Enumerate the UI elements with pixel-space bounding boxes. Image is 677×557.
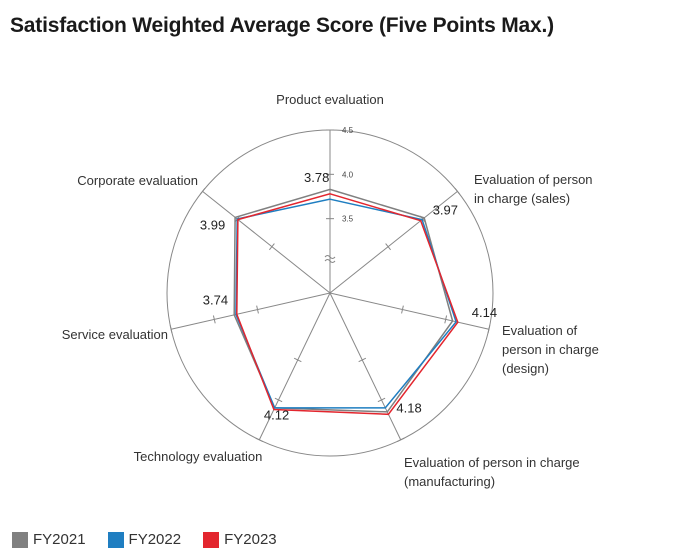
radar-tick-mark <box>454 187 461 195</box>
chart-title: Satisfaction Weighted Average Score (Fiv… <box>10 14 554 37</box>
data-label: 3.78 <box>304 170 329 185</box>
radar-spoke <box>170 292 331 330</box>
radar-tick-mark <box>396 437 405 443</box>
radar-spoke <box>258 292 331 441</box>
radar-tick-label: 4.5 <box>342 126 354 135</box>
radar-tick-mark <box>385 243 392 251</box>
axis-label: Evaluation of person in charge (manufactu… <box>404 455 580 489</box>
radar-spoke <box>329 292 490 330</box>
radar-tick-label: 3.5 <box>342 215 354 224</box>
axis-label: Product evaluation <box>276 92 384 107</box>
radar-spoke <box>329 190 458 294</box>
axis-break-mark <box>324 255 336 259</box>
axis-break-mark <box>324 259 336 263</box>
data-label: 3.97 <box>433 203 458 218</box>
radar-tick-mark <box>212 315 216 324</box>
data-label: 4.18 <box>396 400 421 415</box>
axis-label: Evaluation of person in charge (sales) <box>474 172 593 206</box>
axis-label: Evaluation of person in charge (design) <box>502 323 599 376</box>
legend-item-fy2023: FY2023 <box>203 531 277 548</box>
legend-swatch-fy2021 <box>12 531 28 548</box>
series-fy2022 <box>235 198 457 409</box>
radar-tick-mark <box>274 397 283 403</box>
legend-label-fy2023: FY2023 <box>224 531 277 548</box>
data-label: 4.12 <box>264 408 289 423</box>
data-label: 3.99 <box>200 218 225 233</box>
series-fy2021 <box>233 188 454 413</box>
radar-spoke <box>329 292 402 441</box>
legend: FY2021 FY2022 FY2023 <box>12 531 277 548</box>
data-label: 4.14 <box>472 305 497 320</box>
legend-swatch-fy2023 <box>203 531 220 548</box>
legend-item-fy2021: FY2021 <box>12 531 86 548</box>
legend-label-fy2022: FY2022 <box>128 531 182 548</box>
series-fy2023 <box>236 193 459 416</box>
legend-swatch-fy2022 <box>107 531 124 548</box>
radar-tick-mark <box>256 305 259 314</box>
axis-label: Technology evaluation <box>134 449 263 464</box>
radar-tick-mark <box>268 243 275 251</box>
axis-label: Service evaluation <box>62 327 168 342</box>
radar-tick-mark <box>169 325 173 334</box>
radar-tick-label: 4.0 <box>342 170 354 179</box>
radar-tick-mark <box>293 357 302 363</box>
radar-tick-mark <box>401 305 404 314</box>
legend-item-fy2022: FY2022 <box>107 531 182 548</box>
radar-tick-mark <box>199 187 206 195</box>
radar-tick-mark <box>255 437 264 443</box>
radar-tick-mark <box>358 357 367 363</box>
radar-tick-mark <box>487 325 491 334</box>
radar-chart: 3.5 4.0 4.5 3.78 3.97 4.14 4.18 4.12 3.74 3.99 Pro… <box>62 92 599 489</box>
data-label: 3.74 <box>203 292 228 307</box>
radar-tick-mark <box>377 397 386 403</box>
legend-label-fy2021: FY2021 <box>33 531 86 548</box>
radar-tick-mark <box>444 315 448 324</box>
radar-spoke <box>202 190 331 294</box>
axis-label: Corporate evaluation <box>77 173 198 188</box>
